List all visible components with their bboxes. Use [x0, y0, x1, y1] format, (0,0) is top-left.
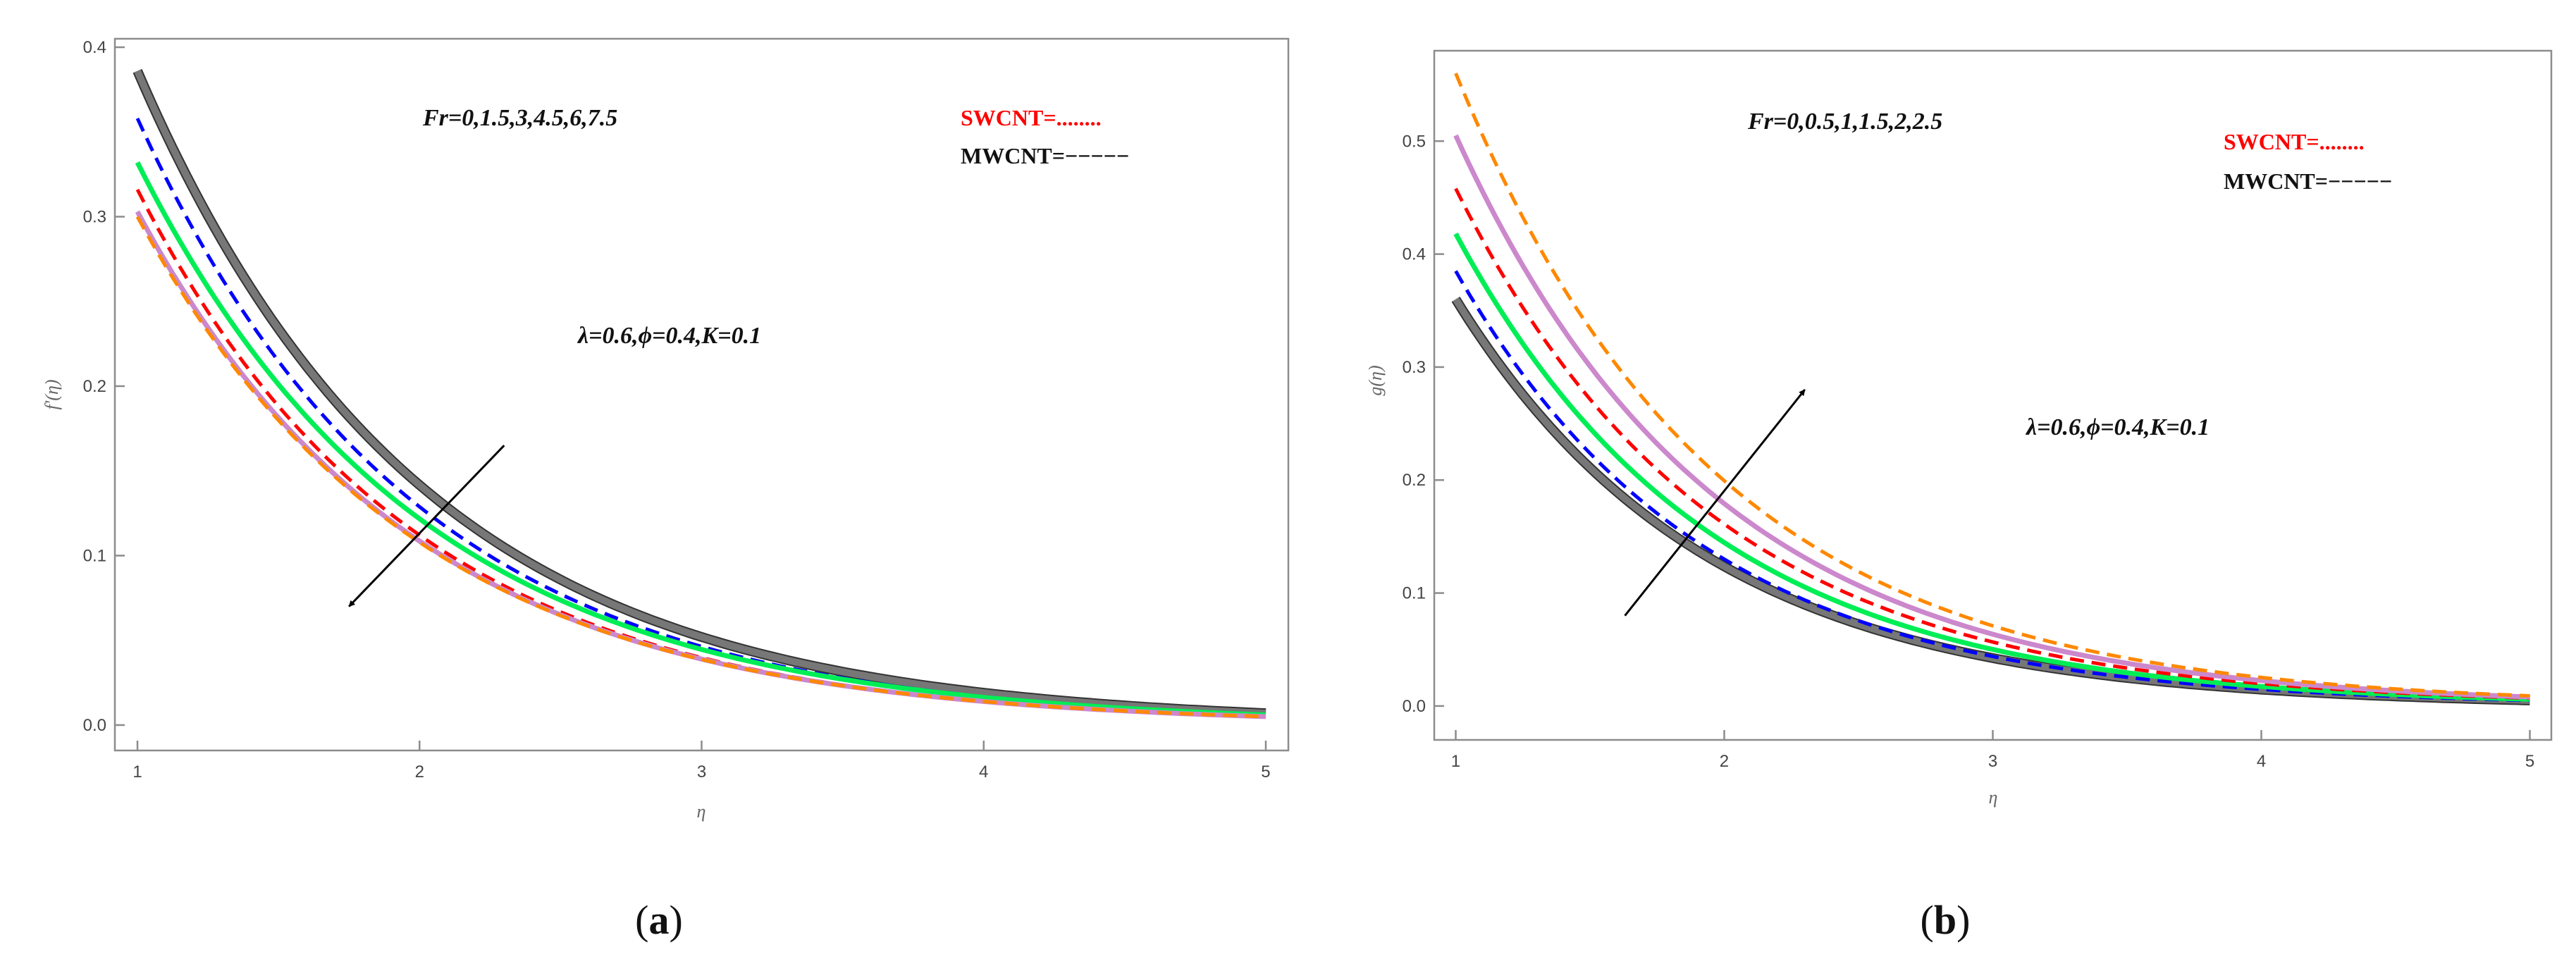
x-axis-label-b: η — [1989, 787, 1998, 808]
y-axis-label-b: g(η) — [1365, 365, 1386, 395]
y-tick-label: 0.1 — [83, 546, 106, 565]
x-tick-label: 4 — [979, 762, 988, 781]
series-fr-0 — [134, 69, 1267, 717]
legend-mwcnt-b: MWCNT=−−−−− — [2224, 168, 2392, 194]
y-tick-label: 0.4 — [83, 38, 106, 57]
x-tick-label: 4 — [2257, 752, 2266, 771]
x-tick-label: 1 — [1451, 752, 1460, 771]
series-fr-3 — [135, 161, 1267, 717]
fr-annotation-b: Fr=0,0.5,1,1.5,2,2.5 — [1747, 109, 1942, 135]
panel-label-b: (b) — [1921, 897, 1971, 943]
y-tick-label: 0.3 — [1403, 358, 1426, 377]
axis-ticks-a: 1 2 3 4 5 0.0 0.1 0.2 0.3 0.4 — [83, 38, 1271, 781]
y-tick-label: 0.0 — [83, 716, 106, 735]
panel-label-a: (a) — [635, 897, 683, 943]
series-outline-fr-0 — [1451, 296, 2530, 705]
x-tick-label: 2 — [1720, 752, 1729, 771]
y-tick-label: 0.3 — [83, 208, 106, 227]
fr-annotation-a: Fr=0,1.5,3,4.5,6,7.5 — [422, 105, 617, 131]
y-tick-label: 0.1 — [1403, 584, 1426, 603]
panel-b: 1 2 3 4 5 0.0 0.1 0.2 0.3 0.4 0.5 η g(η) Fr=0,0.5,… — [1365, 49, 2553, 943]
params-annotation-a: λ=0.6,ϕ=0.4,K=0.1 — [577, 323, 761, 349]
y-tick-label: 0.4 — [1403, 245, 1426, 264]
axis-ticks-b: 1 2 3 4 5 0.0 0.1 0.2 0.3 0.4 0.5 — [1403, 132, 2535, 771]
series-fr-2 — [1453, 134, 2530, 700]
y-tick-label: 0.0 — [1403, 697, 1426, 716]
series-group-b — [1451, 73, 2530, 705]
x-tick-label: 2 — [415, 762, 424, 781]
y-tick-label: 0.5 — [1403, 132, 1426, 151]
series-fr-1 — [1453, 233, 2530, 702]
trend-arrow-a — [348, 445, 505, 607]
series-fr-1-5 — [1454, 187, 2530, 700]
panel-letter-a: a — [649, 897, 670, 943]
series-fr-0-5 — [1454, 270, 2530, 703]
legend-swcnt-b: SWCNT=........ — [2224, 129, 2365, 154]
y-tick-label: 0.2 — [1403, 471, 1426, 490]
x-tick-label: 3 — [697, 762, 706, 781]
legend-swcnt-a: SWCNT=........ — [961, 105, 1102, 130]
y-axis-label-a: f'(η) — [42, 380, 62, 410]
x-tick-label: 3 — [1988, 752, 1997, 771]
series-fr-0 — [1453, 297, 2530, 704]
legend-mwcnt-a: MWCNT=−−−−− — [961, 143, 1129, 168]
x-axis-label-a: η — [697, 801, 706, 822]
x-tick-label: 5 — [1261, 762, 1270, 781]
x-tick-label: 1 — [133, 762, 142, 781]
params-annotation-b: λ=0.6,ϕ=0.4,K=0.1 — [2025, 414, 2210, 440]
x-tick-label: 5 — [2525, 752, 2534, 771]
series-group-a — [133, 68, 1267, 719]
panel-letter-b: b — [1934, 897, 1956, 943]
series-fr-2-5 — [1454, 73, 2530, 698]
y-tick-label: 0.2 — [83, 377, 106, 396]
trend-arrow-b — [1624, 389, 1806, 617]
series-fr-7-5 — [135, 216, 1267, 719]
panel-a: 1 2 3 4 5 0.0 0.1 0.2 0.3 0.4 η f'(η) Fr=0,1.5,3,… — [42, 37, 1290, 943]
